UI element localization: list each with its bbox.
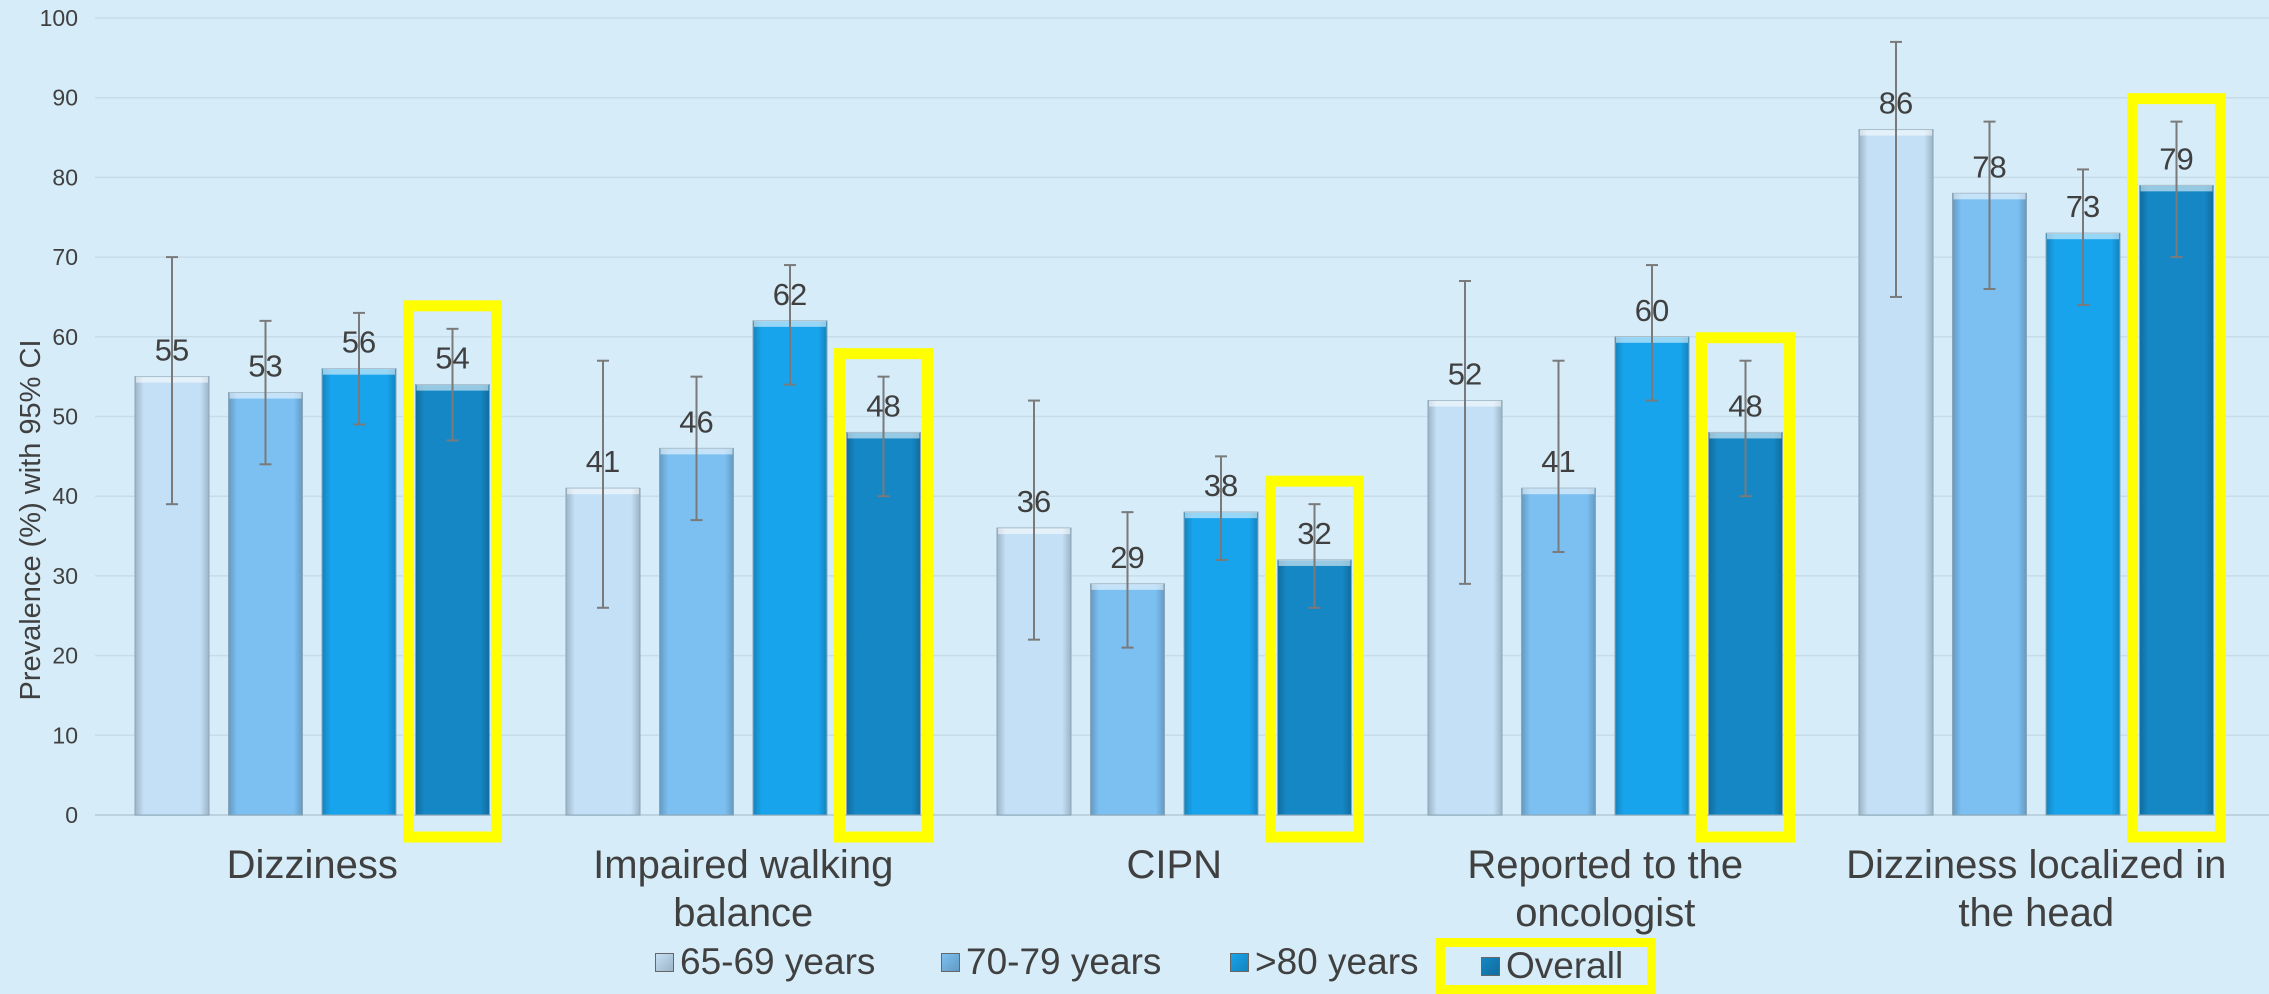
data-label: 86 bbox=[1879, 86, 1913, 121]
legend-item: >80 years bbox=[1230, 938, 1419, 986]
data-label: 32 bbox=[1297, 516, 1331, 551]
data-label: 60 bbox=[1635, 293, 1669, 328]
y-axis-label: Prevalence (%) with 95% CI bbox=[15, 339, 47, 700]
y-tick-label: 100 bbox=[40, 5, 78, 31]
y-tick-label: 60 bbox=[52, 324, 78, 350]
data-label: 36 bbox=[1017, 484, 1051, 519]
highlight-box bbox=[2127, 93, 2226, 843]
category-label: CIPN bbox=[1126, 843, 1222, 887]
category-label: Reported to the oncologist bbox=[1467, 843, 1743, 935]
data-label: 54 bbox=[435, 341, 469, 376]
category-label: Dizziness localized in the head bbox=[1846, 843, 2226, 935]
y-tick-label: 30 bbox=[52, 563, 78, 589]
highlight-boxes bbox=[403, 93, 2226, 843]
category-label: Dizziness bbox=[227, 843, 398, 887]
bar bbox=[1521, 487, 1596, 816]
y-tick-label: 50 bbox=[52, 404, 78, 430]
data-label: 46 bbox=[679, 404, 713, 439]
y-tick-label: 40 bbox=[52, 483, 78, 509]
data-label: 52 bbox=[1448, 357, 1482, 392]
y-axis-ticks: 0 10 20 30 40 50 60 70 80 90 100 bbox=[40, 5, 78, 828]
bar bbox=[2139, 184, 2214, 816]
bar bbox=[752, 320, 828, 816]
legend-swatch bbox=[941, 952, 960, 972]
y-tick-label: 0 bbox=[65, 802, 78, 828]
data-label: 48 bbox=[866, 388, 900, 423]
category-labels: Dizziness Impaired walking balance CIPN Repo… bbox=[227, 843, 2227, 935]
highlight-box bbox=[1696, 332, 1795, 843]
data-label: 38 bbox=[1204, 468, 1238, 503]
bar bbox=[1614, 336, 1690, 816]
data-label: 41 bbox=[586, 444, 620, 479]
data-label: 55 bbox=[155, 333, 189, 368]
legend-label: Overall bbox=[1506, 945, 1624, 986]
data-label: 73 bbox=[2066, 189, 2100, 224]
data-label: 62 bbox=[773, 277, 807, 312]
bar bbox=[415, 384, 490, 816]
legend-label: 70-79 years bbox=[966, 941, 1162, 982]
legend-swatch bbox=[655, 952, 674, 972]
data-labels: 55 53 56 54 41 46 62 48 36 29 38 32 52 41 60 48 86 78 73 79 bbox=[155, 86, 2194, 575]
bar bbox=[321, 368, 397, 816]
legend-item: Overall bbox=[1436, 938, 1657, 994]
bar bbox=[2045, 232, 2121, 816]
data-label: 48 bbox=[1728, 388, 1762, 423]
legend-label: >80 years bbox=[1255, 941, 1419, 982]
legend-item: 65-69 years bbox=[655, 938, 875, 986]
y-tick-label: 90 bbox=[52, 85, 78, 111]
data-label: 41 bbox=[1541, 444, 1575, 479]
legend: 65-69 years 70-79 years >80 years Overall bbox=[0, 938, 2269, 994]
data-label: 78 bbox=[1972, 149, 2006, 184]
y-tick-label: 70 bbox=[52, 244, 78, 270]
y-tick-label: 20 bbox=[52, 643, 78, 669]
data-label: 29 bbox=[1110, 540, 1144, 575]
legend-swatch bbox=[1481, 956, 1500, 976]
highlight-box bbox=[403, 300, 502, 843]
legend-item: 70-79 years bbox=[941, 938, 1161, 986]
data-label: 56 bbox=[342, 325, 376, 360]
legend-swatch bbox=[1230, 952, 1249, 972]
bar bbox=[1183, 511, 1259, 816]
category-label: Impaired walking balance bbox=[593, 843, 893, 935]
y-tick-label: 10 bbox=[52, 722, 78, 748]
highlight-box bbox=[1265, 475, 1364, 843]
data-label: 79 bbox=[2159, 141, 2193, 176]
y-tick-label: 80 bbox=[52, 164, 78, 190]
error-bars bbox=[166, 40, 2183, 649]
data-label: 53 bbox=[248, 349, 282, 384]
bars bbox=[134, 129, 2214, 816]
highlight-box bbox=[834, 348, 933, 843]
legend-label: 65-69 years bbox=[680, 941, 876, 982]
